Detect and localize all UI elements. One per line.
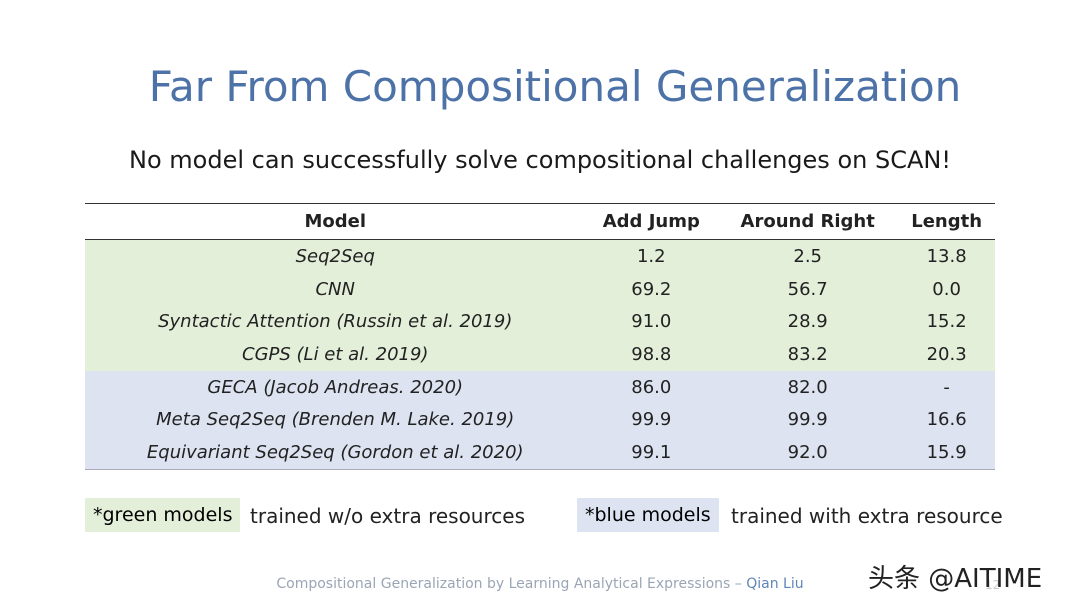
watermark: 头条 @AITIME — [868, 564, 1043, 594]
score-cell: 99.9 — [631, 409, 672, 431]
model-name: CNN — [315, 278, 355, 300]
legend-tag: *blue models — [577, 498, 719, 532]
score-cell: 2.5 — [793, 245, 823, 267]
score-cell: 99.1 — [631, 441, 672, 463]
model-name: Seq2Seq — [295, 245, 375, 267]
column-header: Length — [898, 203, 995, 240]
model-name: Equivariant Seq2Seq (Gordon et al. 2020) — [146, 441, 524, 463]
model-name: Meta Seq2Seq (Brenden M. Lake. 2019) — [156, 409, 515, 431]
score-cell: 69.2 — [631, 278, 672, 300]
score-cell: - — [943, 376, 950, 398]
table-row: Seq2Seq 1.2 2.5 13.8 — [85, 239, 995, 273]
table-row: Syntactic Attention (Russin et al. 2019)… — [85, 305, 995, 339]
column-header: Around Right — [717, 203, 899, 240]
score-cell: 83.2 — [787, 343, 828, 365]
table-row: GECA (Jacob Andreas. 2020) 86.0 82.0 - — [85, 370, 995, 404]
header-row: Model Add Jump Around Right Length — [85, 203, 995, 240]
model-name: CGPS (Li et al. 2019) — [242, 343, 429, 365]
footer-text: Compositional Generalization by Learning… — [276, 576, 742, 592]
footer-author: Qian Liu — [746, 576, 804, 592]
table-row: Meta Seq2Seq (Brenden M. Lake. 2019) 99.9… — [85, 403, 995, 437]
score-cell: 86.0 — [631, 376, 672, 398]
column-header: Add Jump — [585, 203, 718, 240]
table-row: CGPS (Li et al. 2019) 98.8 83.2 20.3 — [85, 338, 995, 371]
score-cell: 1.2 — [636, 245, 666, 267]
footer: Compositional Generalization by Learning… — [0, 576, 1080, 592]
table-row: Equivariant Seq2Seq (Gordon et al. 2020)… — [85, 436, 995, 470]
score-cell: 28.9 — [787, 311, 828, 333]
score-cell: 16.6 — [926, 409, 967, 431]
score-cell: 92.0 — [787, 441, 828, 463]
score-cell: 98.8 — [631, 343, 672, 365]
model-name: GECA (Jacob Andreas. 2020) — [207, 376, 464, 398]
title: Far From Compositional Generalization — [148, 62, 962, 111]
legend-text: trained with extra resource — [731, 504, 1003, 528]
score-cell: 13.8 — [926, 245, 967, 267]
subtitle: No model can successfully solve composit… — [129, 146, 951, 174]
results-table: Model Add Jump Around Right Length Seq2Seq 1.… — [85, 203, 995, 470]
column-header: Model — [85, 203, 586, 240]
score-cell: 15.9 — [926, 441, 967, 463]
score-cell: 82.0 — [787, 376, 828, 398]
table-row: CNN 69.2 56.7 0.0 — [85, 272, 995, 306]
score-cell: 56.7 — [787, 278, 828, 300]
score-cell: 15.2 — [926, 311, 967, 333]
score-cell: 0.0 — [932, 278, 961, 300]
score-cell: 20.3 — [926, 343, 967, 365]
legend-text: trained w/o extra resources — [250, 504, 525, 528]
legend-tag: *green models — [85, 498, 241, 532]
model-name: Syntactic Attention (Russin et al. 2019) — [158, 311, 513, 333]
score-cell: 99.9 — [787, 409, 828, 431]
page-number: 12 — [985, 578, 1001, 592]
score-cell: 91.0 — [631, 311, 672, 333]
